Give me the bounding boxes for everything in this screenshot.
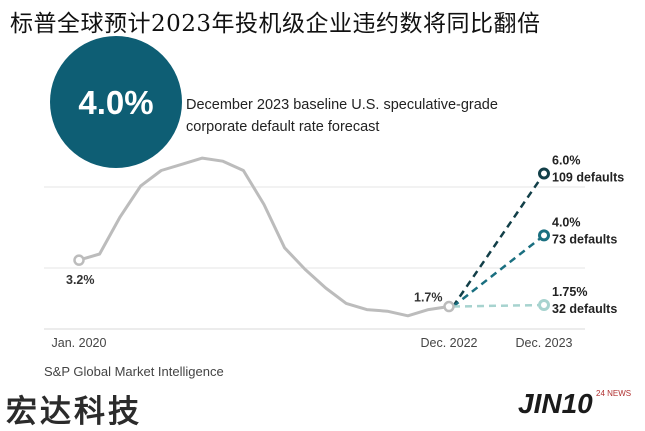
x-tick-label-dec-2022: Dec. 2022 (421, 336, 478, 350)
forecast-marker-pessimistic (538, 167, 550, 180)
watermark-right-tag: 24 NEWS (596, 389, 632, 398)
forecast-marker-optimistic (538, 298, 550, 311)
forecast-badge-value: 4.0% (78, 84, 154, 121)
forecast-defaults-label-base: 73 defaults (552, 232, 617, 246)
forecast-defaults-label-optimistic: 32 defaults (552, 302, 617, 316)
headline: 标普全球预计2023年投机级企业违约数将同比翻倍 (10, 11, 541, 37)
chart-subtitle: December 2023 baseline U.S. speculative-… (186, 94, 498, 138)
watermark-right-logo: JIN10 (518, 388, 593, 419)
start-point-marker (73, 254, 85, 266)
x-tick-label-jan-2020: Jan. 2020 (52, 336, 107, 350)
forecast-rate-label-optimistic: 1.75% (552, 285, 587, 299)
forecast-marker-base (538, 229, 550, 242)
dec-2022-value-label: 1.7% (414, 291, 443, 305)
start-value-label: 3.2% (66, 273, 95, 287)
forecast-line-pessimistic (451, 172, 546, 308)
forecast-rate-label-base: 4.0% (552, 215, 581, 229)
subtitle-line-2: corporate default rate forecast (186, 119, 380, 135)
forecast-line-optimistic (452, 303, 545, 308)
subtitle-line-1: December 2023 baseline U.S. speculative-… (186, 97, 498, 113)
forecast-badge (50, 36, 182, 168)
source-credit: S&P Global Market Intelligence (44, 364, 224, 379)
x-tick-label-dec-2023: Dec. 2023 (516, 336, 573, 350)
dec-2022-point-marker (443, 300, 455, 313)
watermark-left: 宏达科技 (6, 394, 142, 430)
forecast-rate-label-pessimistic: 6.0% (552, 154, 581, 168)
history-series-line (77, 156, 451, 318)
forecast-line-base (452, 234, 545, 308)
forecast-defaults-label-pessimistic: 109 defaults (552, 171, 624, 185)
